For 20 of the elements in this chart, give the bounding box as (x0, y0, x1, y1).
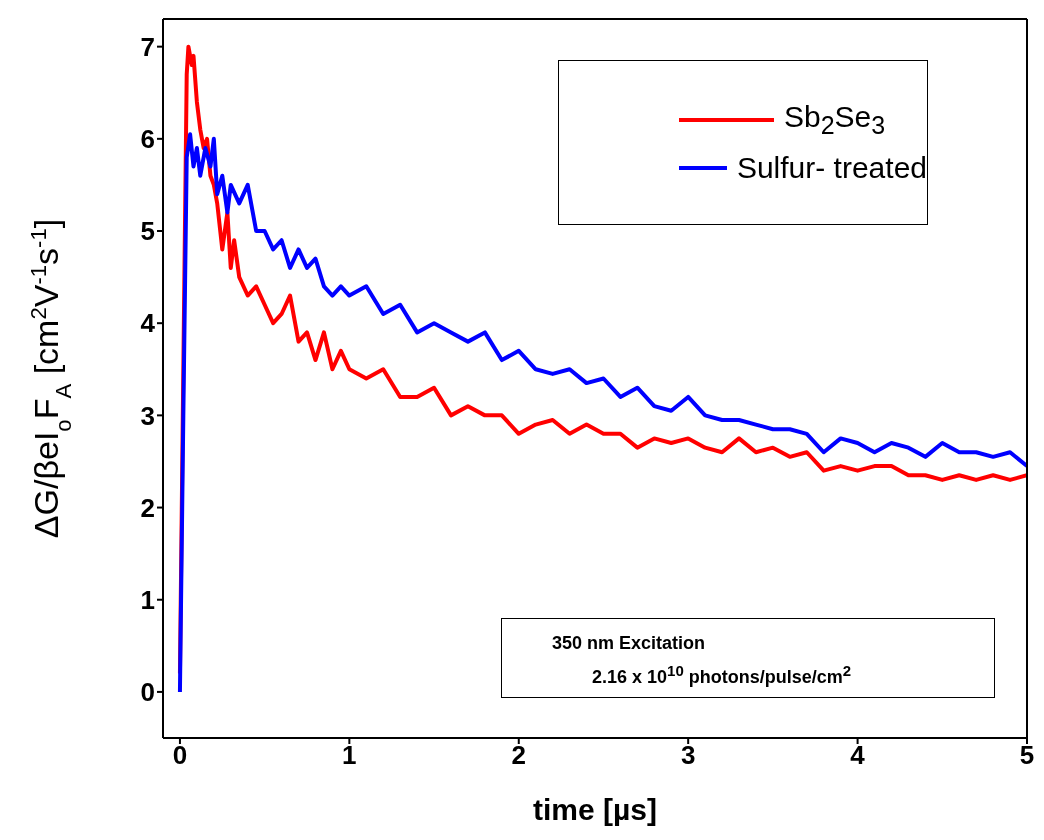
annotation: 350 nm Excitation (552, 632, 707, 655)
y-tick-label: 3 (140, 400, 155, 431)
y-tick-label: 0 (140, 677, 155, 708)
y-tick-label: 7 (140, 31, 155, 62)
x-axis-title: time [µs] (533, 793, 657, 826)
x-tick-label: 0 (172, 740, 188, 771)
y-tick-label: 5 (140, 216, 155, 247)
x-tick-label: 1 (342, 740, 357, 771)
x-tick-label: 2 (511, 740, 526, 771)
x-tick-label: 4 (850, 740, 866, 771)
legend-label: Sb$_{2}$Se$_{3}$ (784, 100, 886, 140)
x-tick-label: 3 (680, 740, 696, 771)
line-series (177, 132, 1027, 694)
legend-label: Sulfur- treated (736, 151, 927, 185)
y-tick-label: 6 (140, 124, 155, 155)
x-tick-label: 5 (1019, 740, 1035, 771)
y-tick-label: 1 (140, 584, 155, 615)
annotation: 2.16 x 10$^{10}$ photons/pulse/cm$^{2}$ (592, 661, 853, 689)
y-tick-label: 4 (140, 308, 156, 339)
y-tick-label: 2 (140, 492, 155, 523)
